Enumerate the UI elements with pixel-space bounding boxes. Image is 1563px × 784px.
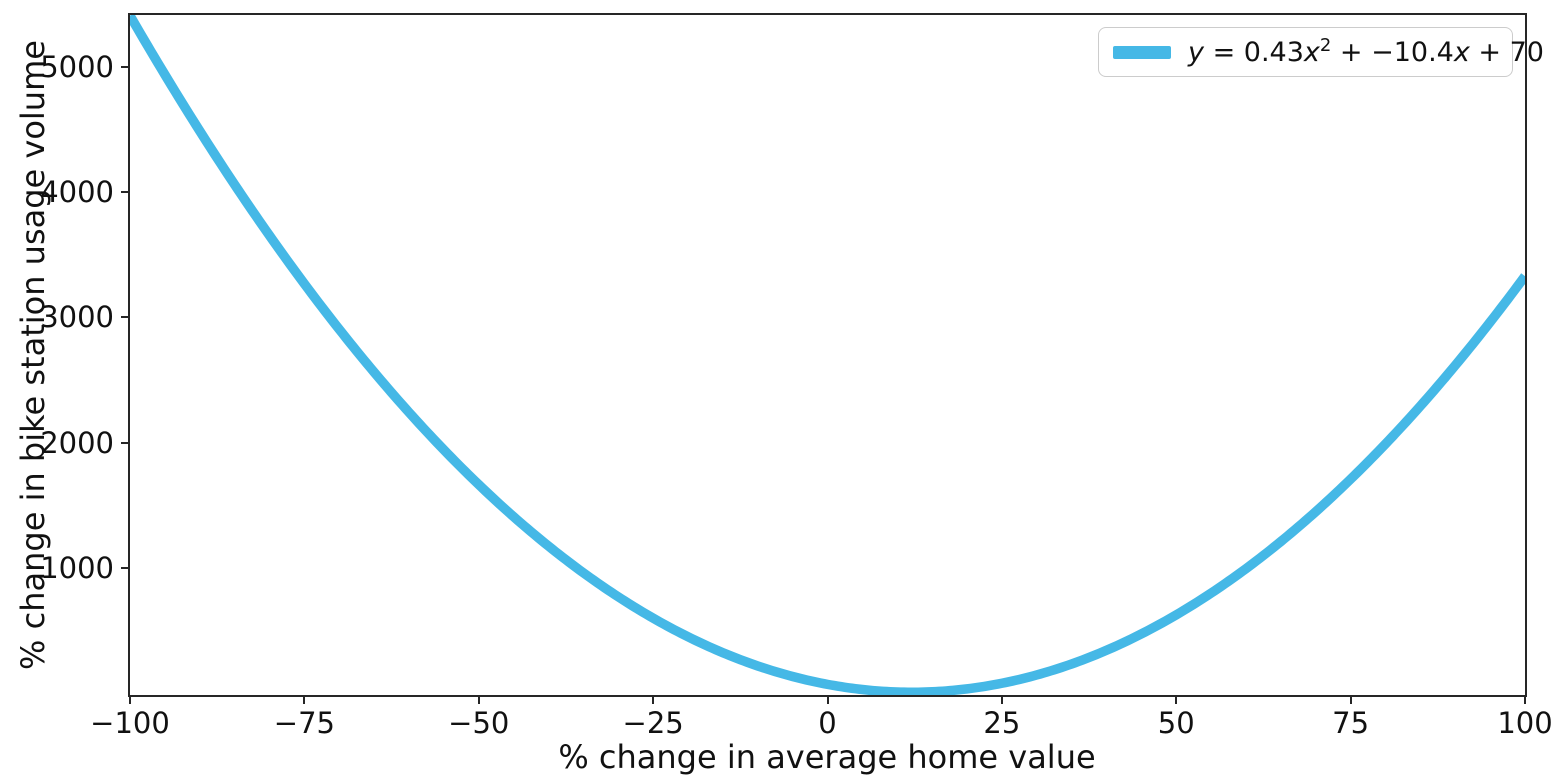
x-tick-mark (477, 695, 480, 704)
x-tick-mark (129, 695, 131, 704)
y-tick-mark (121, 566, 130, 569)
x-tick-label: 0 (818, 706, 837, 740)
legend-label-part: + −10.4 (1331, 36, 1454, 68)
x-tick-label: 75 (1332, 706, 1370, 740)
y-tick-mark (121, 441, 130, 444)
x-tick-label: 100 (1497, 706, 1553, 740)
x-tick-mark (1000, 695, 1003, 704)
plot-area (130, 15, 1525, 695)
x-tick-label: −25 (622, 706, 684, 740)
legend-label-superscript: 2 (1319, 34, 1332, 56)
x-tick-label: −100 (90, 706, 170, 740)
x-tick-label: 25 (983, 706, 1021, 740)
y-tick-label: 1000 (40, 550, 114, 585)
y-tick-mark (121, 191, 130, 194)
legend: y = 0.43x2 + −10.4x + 70 (1098, 27, 1544, 77)
x-tick-mark (1524, 695, 1526, 704)
legend-label-part: x (1303, 36, 1320, 68)
legend-label-part: y (1188, 36, 1204, 68)
x-tick-mark (652, 695, 655, 704)
x-tick-label: −50 (448, 706, 510, 740)
legend-label-part: x (1453, 36, 1470, 68)
x-tick-label: 50 (1157, 706, 1195, 740)
y-tick-label: 3000 (40, 300, 114, 335)
legend-label-part: + 70 (1469, 36, 1544, 68)
y-tick-mark (121, 65, 130, 68)
legend-label-part: = 0.43 (1203, 36, 1304, 68)
legend-label: y = 0.43x2 + −10.4x + 70 (1188, 34, 1544, 68)
series-line-quadratic (130, 15, 1525, 695)
y-axis-label: % change in bike station usage volume (14, 40, 52, 670)
y-tick-mark (121, 316, 130, 319)
x-tick-label: −75 (273, 706, 335, 740)
x-tick-mark (1175, 695, 1178, 704)
y-tick-label: 4000 (40, 175, 114, 210)
x-tick-mark (303, 695, 306, 704)
x-tick-mark (826, 695, 829, 704)
y-tick-label: 5000 (40, 49, 114, 84)
legend-line-swatch (1113, 45, 1171, 59)
x-axis-label: % change in average home value (558, 738, 1096, 776)
y-tick-label: 2000 (40, 425, 114, 460)
x-tick-mark (1349, 695, 1352, 704)
